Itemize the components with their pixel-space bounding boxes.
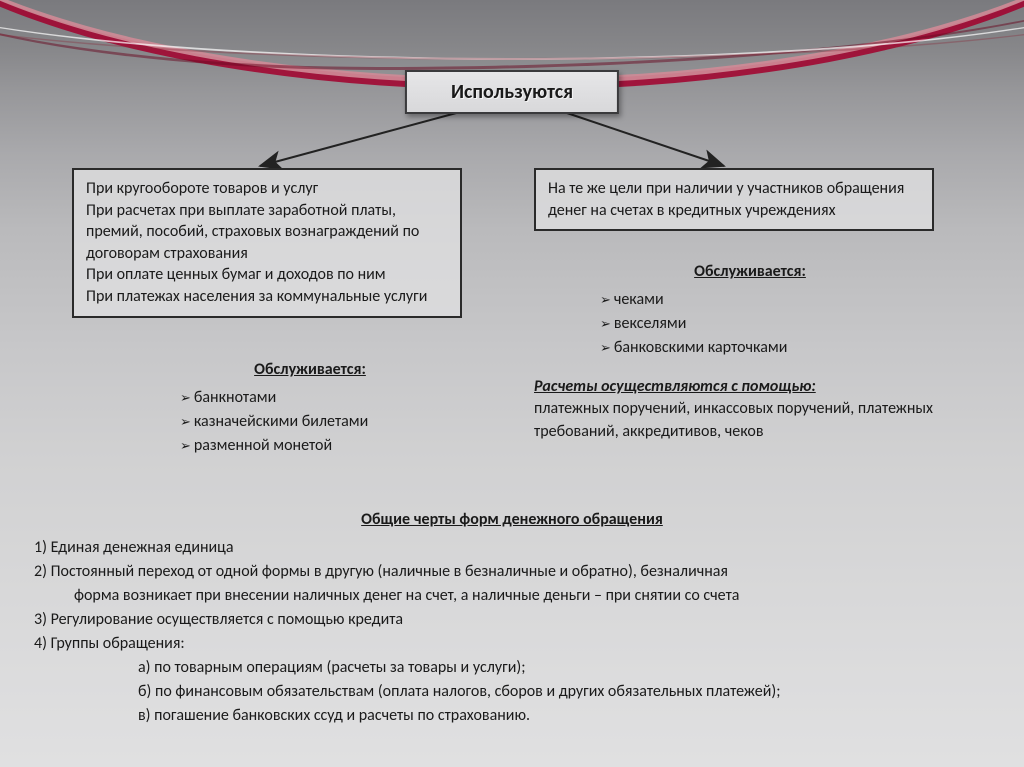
common-line: 2) Постоянный переход от одной формы в д… [34, 560, 990, 584]
common-line: б) по финансовым обязательствам (оплата … [34, 680, 990, 704]
title-box: Используются [405, 70, 619, 114]
served-right-list: чеками векселями банковскими карточками [600, 288, 900, 360]
decor-swoosh [0, 0, 1024, 70]
served-left-list: банкнотами казначейскими билетами размен… [180, 386, 440, 458]
common-line: 3) Регулирование осуществляется с помощь… [34, 608, 990, 632]
common-line: в) погашение банковских ссуд и расчеты п… [34, 704, 990, 728]
served-right-block: Обслуживается: чеками векселями банковск… [600, 260, 900, 360]
common-line: форма возникает при внесении наличных де… [34, 584, 990, 608]
list-item: разменной монетой [180, 434, 440, 458]
list-item: чеками [600, 288, 900, 312]
decor-swoosh [0, 0, 1024, 60]
common-line: а) по товарным операциям (расчеты за тов… [34, 656, 990, 680]
calc-block: Расчеты осуществляются с помощью: платеж… [534, 376, 964, 443]
list-item: казначейскими билетами [180, 410, 440, 434]
usage-right-text: На те же цели при наличии у участников о… [548, 179, 904, 220]
served-right-header: Обслуживается: [600, 260, 900, 284]
served-left-block: Обслуживается: банкнотами казначейскими … [180, 358, 440, 458]
calc-body: платежных поручений, инкассовых поручени… [534, 398, 964, 443]
list-item: банковскими карточками [600, 336, 900, 360]
calc-header: Расчеты осуществляются с помощью: [534, 376, 964, 398]
common-line: 1) Единая денежная единица [34, 536, 990, 560]
list-item: векселями [600, 312, 900, 336]
common-header: Общие черты форм денежного обращения [34, 508, 990, 532]
usage-left-box: При кругообороте товаров и услугПри расч… [72, 168, 462, 318]
common-line: 4) Группы обращения: [34, 632, 990, 656]
decor-swoosh [0, 0, 1024, 60]
common-features: Общие черты форм денежного обращения 1) … [34, 508, 990, 728]
usage-right-box: На те же цели при наличии у участников о… [534, 168, 934, 231]
served-left-header: Обслуживается: [180, 358, 440, 382]
usage-left-text: При кругообороте товаров и услугПри расч… [86, 179, 427, 306]
list-item: банкнотами [180, 386, 440, 410]
